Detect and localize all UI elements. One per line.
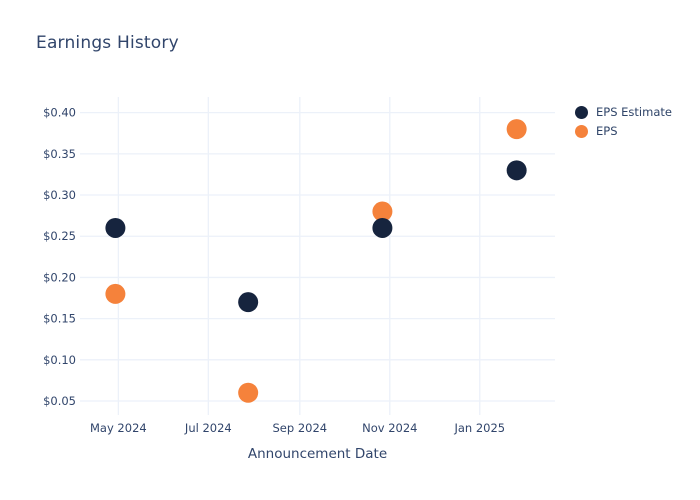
legend-item-eps-estimate[interactable]: EPS Estimate — [575, 105, 672, 119]
legend: EPS Estimate EPS — [575, 105, 672, 138]
y-tick-label: $0.10 — [43, 353, 76, 367]
y-tick-label: $0.40 — [43, 106, 76, 120]
data-point-eps[interactable] — [372, 201, 393, 222]
data-point-eps[interactable] — [105, 283, 126, 304]
legend-label-eps-estimate: EPS Estimate — [596, 105, 672, 119]
y-tick-label: $0.20 — [43, 270, 76, 284]
eps-swatch-icon — [575, 124, 588, 138]
y-tick-label: $0.30 — [43, 188, 76, 202]
data-point-eps[interactable] — [238, 382, 259, 403]
legend-item-eps[interactable]: EPS — [575, 124, 672, 138]
x-tick-label: Sep 2024 — [272, 421, 327, 435]
data-point-eps[interactable] — [506, 119, 527, 140]
data-point-eps-estimate[interactable] — [105, 217, 126, 238]
legend-label-eps: EPS — [596, 124, 618, 138]
eps-estimate-swatch-icon — [575, 105, 588, 119]
y-tick-label: $0.15 — [43, 312, 76, 326]
y-tick-label: $0.25 — [43, 229, 76, 243]
x-tick-label: Jul 2024 — [184, 421, 232, 435]
data-point-eps-estimate[interactable] — [238, 292, 259, 313]
y-tick-label: $0.05 — [43, 394, 76, 408]
x-tick-label: May 2024 — [90, 421, 147, 435]
chart-title: Earnings History — [36, 33, 179, 53]
x-axis-title: Announcement Date — [247, 446, 388, 462]
data-point-eps-estimate[interactable] — [372, 217, 393, 238]
x-tick-label: Jan 2025 — [453, 421, 505, 435]
x-tick-label: Nov 2024 — [362, 421, 417, 435]
y-tick-label: $0.35 — [43, 147, 76, 161]
data-point-eps-estimate[interactable] — [506, 160, 527, 181]
